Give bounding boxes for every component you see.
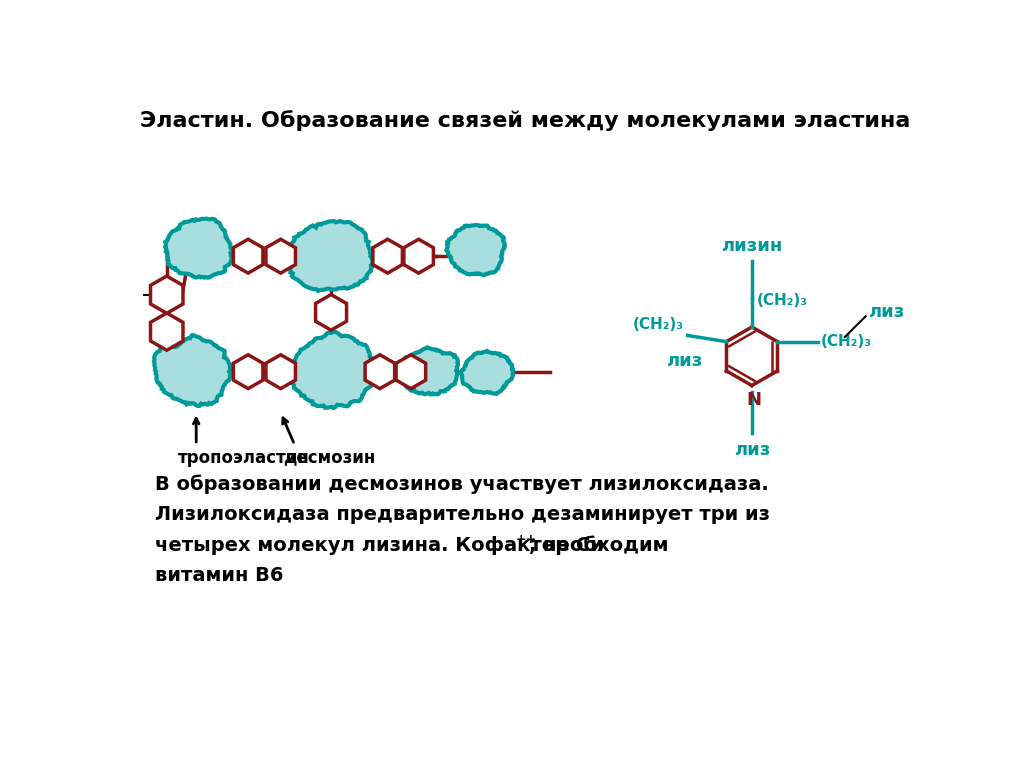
Text: лиз: лиз bbox=[734, 441, 770, 459]
Polygon shape bbox=[315, 295, 346, 330]
Polygon shape bbox=[403, 239, 433, 273]
Polygon shape bbox=[151, 313, 183, 350]
Text: (CH₂)₃: (CH₂)₃ bbox=[757, 293, 808, 308]
Polygon shape bbox=[266, 355, 296, 389]
Text: десмозин: десмозин bbox=[283, 449, 375, 467]
Text: Лизилоксидаза предварительно дезаминирует три из: Лизилоксидаза предварительно дезаминируе… bbox=[155, 505, 770, 524]
Text: тропоэластин: тропоэластин bbox=[178, 449, 310, 467]
Polygon shape bbox=[233, 355, 263, 389]
Text: лиз: лиз bbox=[666, 353, 701, 370]
Polygon shape bbox=[373, 239, 402, 273]
Text: , необходим: , необходим bbox=[528, 536, 669, 554]
Text: (CH₂)₃: (CH₂)₃ bbox=[821, 334, 871, 349]
Text: (CH₂)₃: (CH₂)₃ bbox=[633, 316, 684, 332]
Polygon shape bbox=[233, 239, 263, 273]
Polygon shape bbox=[366, 355, 394, 389]
Polygon shape bbox=[289, 332, 373, 408]
Text: N: N bbox=[745, 391, 761, 409]
Polygon shape bbox=[396, 355, 426, 389]
Polygon shape bbox=[288, 221, 373, 291]
Text: четырех молекул лизина. Кофактор Си: четырех молекул лизина. Кофактор Си bbox=[155, 536, 604, 554]
Polygon shape bbox=[165, 219, 233, 278]
Polygon shape bbox=[400, 347, 458, 394]
Text: В образовании десмозинов участвует лизилоксидаза.: В образовании десмозинов участвует лизил… bbox=[155, 474, 769, 494]
Polygon shape bbox=[461, 351, 513, 394]
Polygon shape bbox=[446, 225, 505, 275]
Text: лизин: лизин bbox=[721, 237, 782, 255]
Text: ++: ++ bbox=[515, 532, 537, 545]
Text: витамин В6: витамин В6 bbox=[155, 567, 284, 585]
Text: лиз: лиз bbox=[868, 303, 904, 321]
Polygon shape bbox=[154, 336, 230, 406]
Polygon shape bbox=[151, 276, 183, 313]
Text: Эластин. Образование связей между молекулами эластина: Эластин. Образование связей между молеку… bbox=[139, 110, 910, 131]
Polygon shape bbox=[266, 239, 296, 273]
